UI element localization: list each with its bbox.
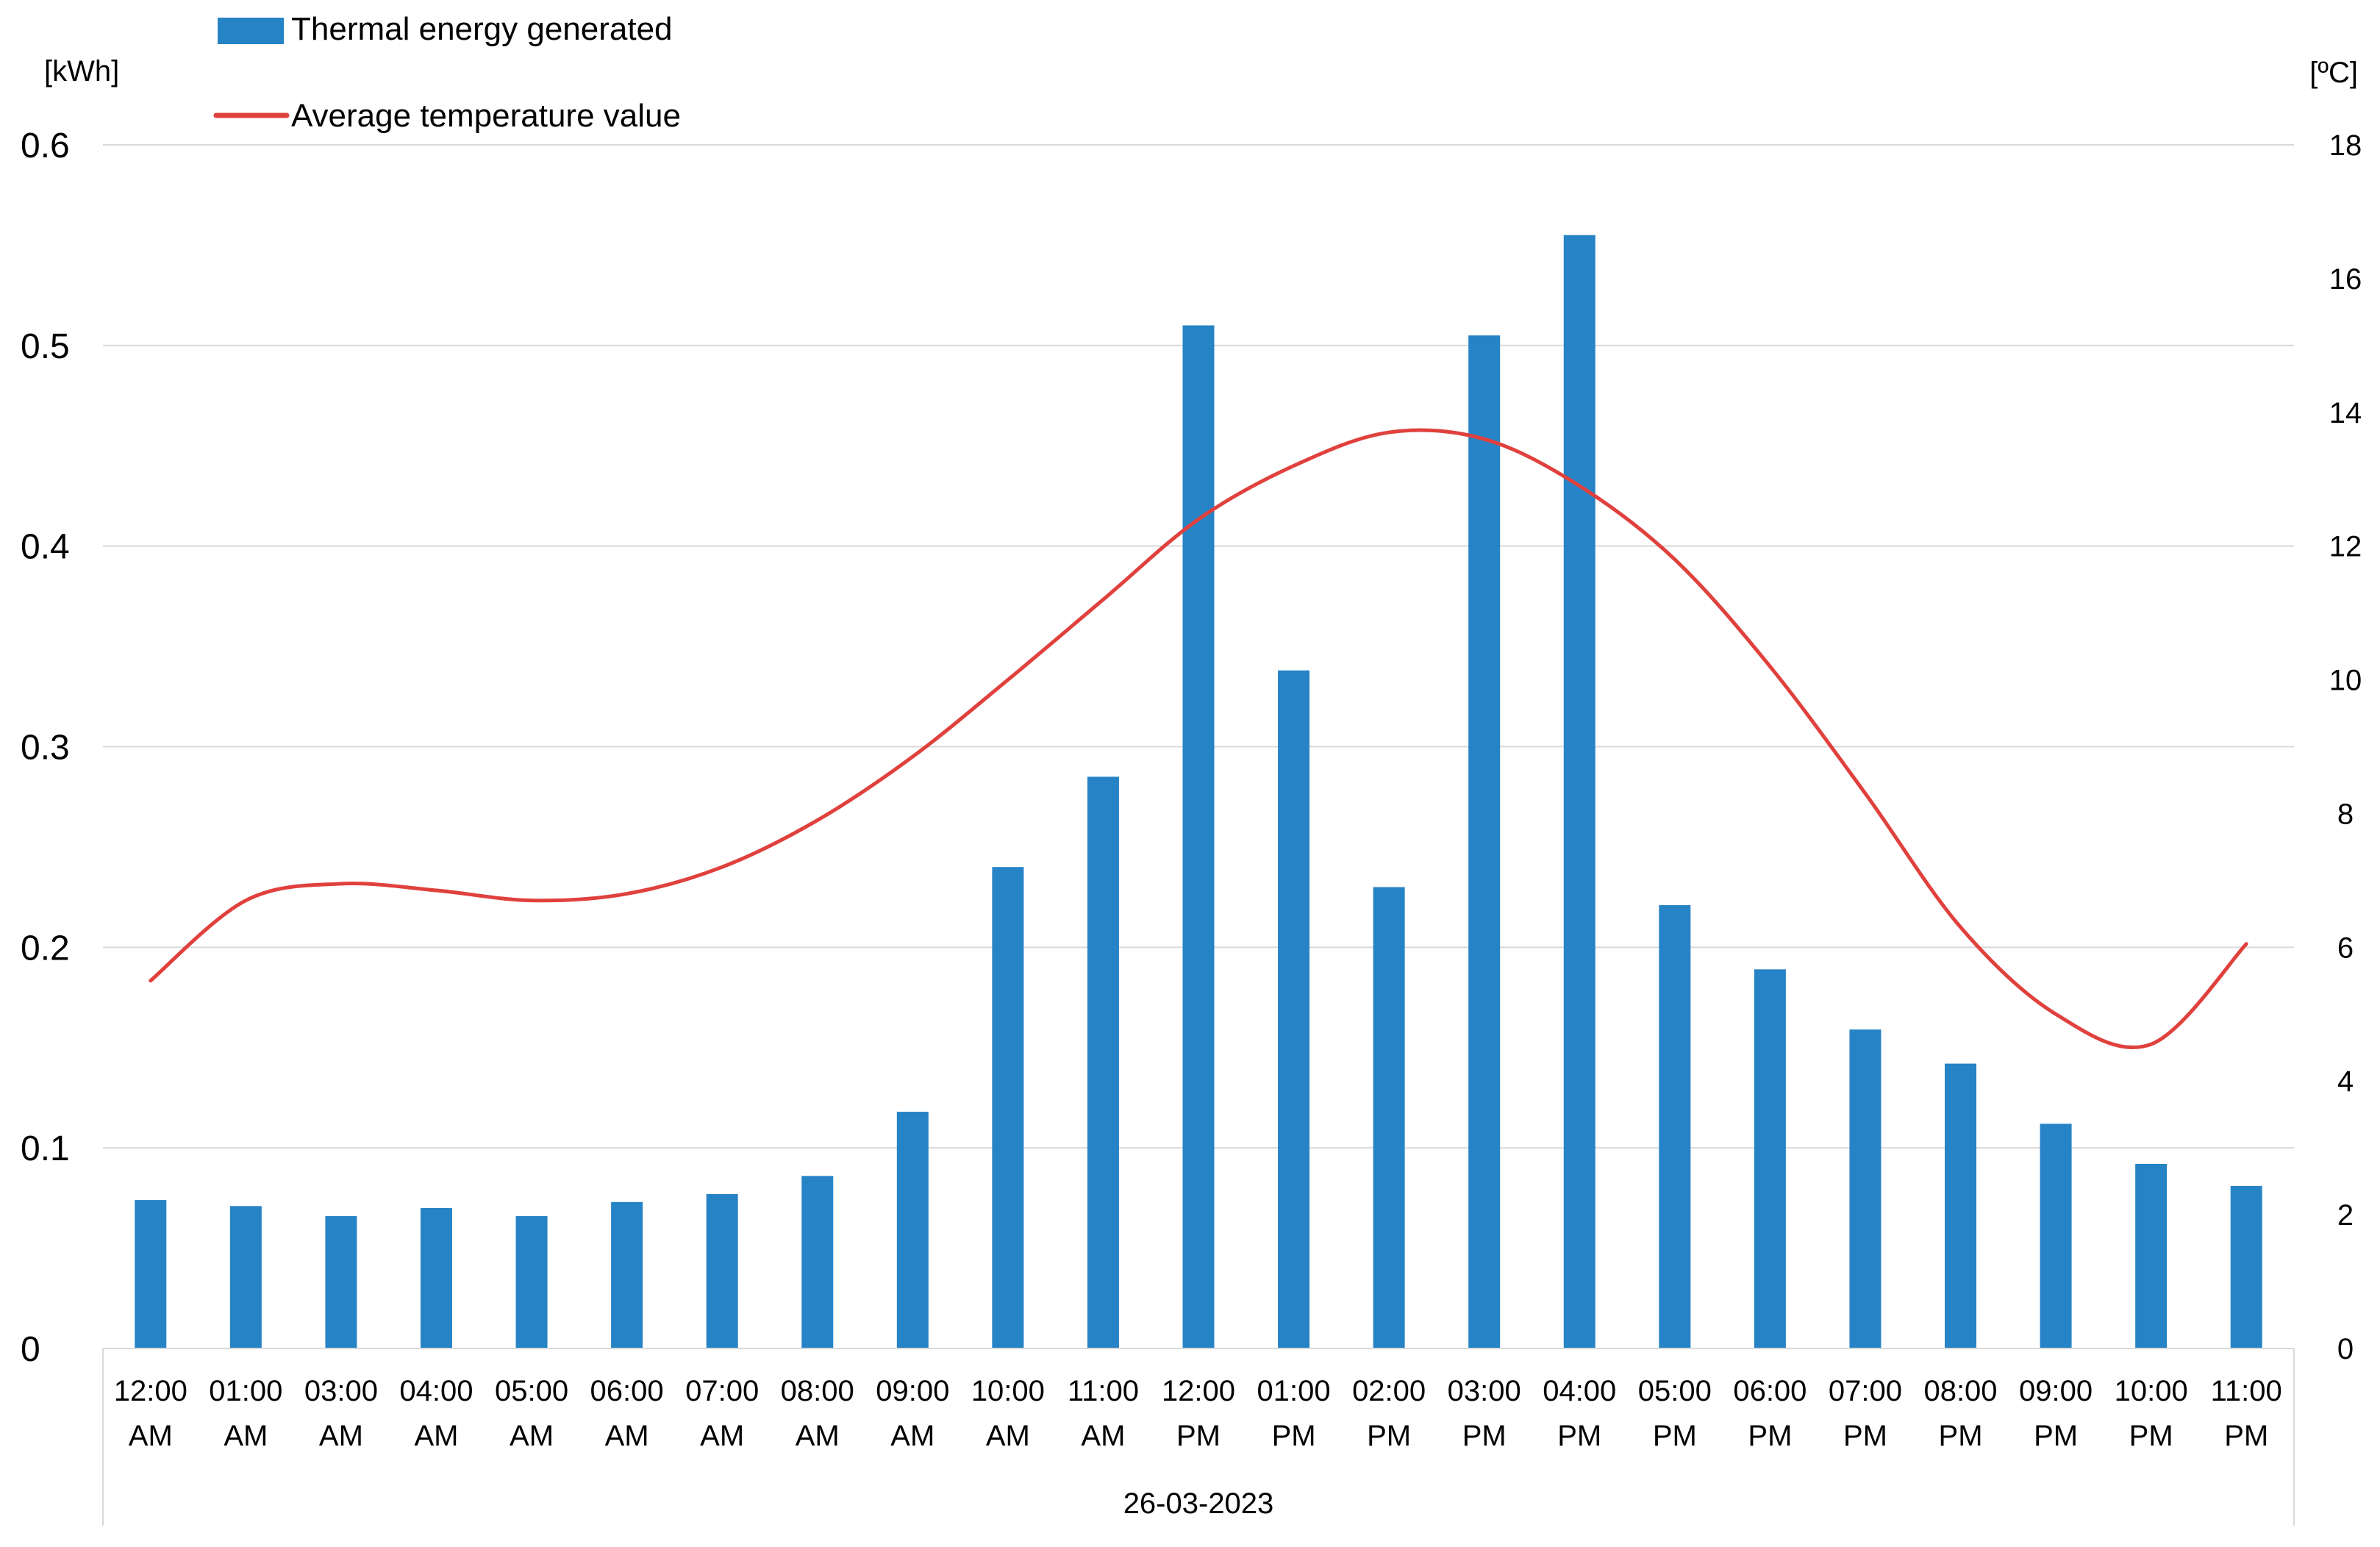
bar-14 (1468, 335, 1501, 1349)
category-period-label-19: PM (1939, 1420, 1983, 1452)
left-tick-label-6: 0.6 (21, 126, 70, 165)
category-time-label-20: 09:00 (2019, 1375, 2093, 1407)
category-time-label-13: 02:00 (1352, 1375, 1426, 1407)
category-period-label-8: AM (890, 1420, 935, 1452)
bar-21 (2135, 1163, 2168, 1348)
bar-0 (135, 1200, 167, 1348)
category-period-label-2: AM (319, 1420, 363, 1452)
legend-label-line: Average temperature value (291, 98, 681, 134)
bar-1 (229, 1206, 262, 1348)
category-time-label-16: 05:00 (1638, 1375, 1712, 1407)
category-time-label-19: 08:00 (1923, 1375, 1997, 1407)
left-tick-label-2: 0.2 (21, 929, 70, 968)
category-time-label-6: 07:00 (685, 1375, 759, 1407)
category-period-label-10: AM (1081, 1420, 1125, 1452)
bar-19 (1945, 1063, 1977, 1348)
left-axis-unit: [kWh] (44, 55, 119, 87)
bar-11 (1182, 325, 1215, 1348)
category-period-label-0: AM (129, 1420, 173, 1452)
bar-4 (515, 1215, 548, 1348)
right-tick-label-7: 14 (2329, 397, 2362, 429)
bar-5 (611, 1201, 643, 1348)
category-time-label-1: 01:00 (209, 1375, 282, 1407)
category-time-label-22: 11:00 (2211, 1375, 2282, 1407)
category-period-label-11: PM (1176, 1420, 1221, 1452)
category-period-label-5: AM (605, 1420, 649, 1452)
category-time-label-5: 06:00 (590, 1375, 664, 1407)
category-period-label-12: PM (1272, 1420, 1316, 1452)
category-time-label-10: 11:00 (1068, 1375, 1139, 1407)
right-tick-label-9: 18 (2329, 129, 2362, 162)
axes (102, 1348, 2295, 1526)
left-tick-label-1: 0.1 (21, 1129, 70, 1168)
right-tick-label-3: 6 (2337, 932, 2354, 964)
left-tick-label-3: 0.3 (21, 729, 70, 768)
category-period-label-22: PM (2224, 1420, 2268, 1452)
left-tick-label-0: 0 (21, 1330, 40, 1369)
bar-8 (896, 1112, 929, 1348)
category-time-label-2: 03:00 (304, 1375, 378, 1407)
legend: Thermal energy generated Average tempera… (213, 11, 681, 134)
category-time-label-21: 10:00 (2115, 1375, 2188, 1407)
category-period-label-1: AM (224, 1420, 268, 1452)
category-period-label-16: PM (1653, 1420, 1697, 1452)
left-tick-label-4: 0.4 (21, 528, 70, 567)
date-label: 26-03-2023 (1123, 1487, 1274, 1520)
category-time-label-14: 03:00 (1448, 1375, 1521, 1407)
legend-swatch-bar (218, 18, 284, 44)
right-tick-label-2: 4 (2337, 1065, 2354, 1098)
bar-15 (1563, 235, 1595, 1348)
right-tick-label-8: 16 (2329, 263, 2362, 296)
right-tick-label-1: 2 (2337, 1199, 2354, 1232)
bar-17 (1754, 969, 1786, 1348)
category-period-label-7: AM (796, 1420, 840, 1452)
bar-18 (1849, 1029, 1882, 1348)
category-period-label-21: PM (2129, 1420, 2173, 1452)
category-period-label-17: PM (1748, 1420, 1792, 1452)
bar-16 (1659, 905, 1691, 1348)
category-time-label-12: 01:00 (1257, 1375, 1331, 1407)
bar-series-thermal-energy (135, 235, 2262, 1349)
axis-labels: 0 0.1 0.2 0.3 0.4 0.5 0.6 0 2 4 6 8 10 12 14 16 18 12:00 A… (21, 126, 2362, 1452)
bar-20 (2040, 1123, 2072, 1348)
right-tick-label-0: 0 (2337, 1333, 2354, 1365)
category-time-label-11: 12:00 (1162, 1375, 1235, 1407)
category-time-label-9: 10:00 (971, 1375, 1045, 1407)
line-series-average-temperature (149, 428, 2248, 1049)
category-time-label-18: 07:00 (1829, 1375, 1902, 1407)
category-period-label-15: PM (1557, 1420, 1601, 1452)
right-axis-unit: [ºC] (2309, 57, 2358, 89)
bar-10 (1087, 776, 1119, 1348)
bar-13 (1373, 887, 1405, 1348)
category-time-label-7: 08:00 (781, 1375, 854, 1407)
bar-2 (325, 1215, 357, 1348)
category-time-label-0: 12:00 (114, 1375, 187, 1407)
category-time-label-3: 04:00 (399, 1375, 473, 1407)
bar-9 (992, 867, 1024, 1348)
right-tick-label-5: 10 (2329, 665, 2362, 697)
bar-6 (706, 1193, 738, 1348)
bar-3 (420, 1208, 452, 1348)
right-tick-label-6: 12 (2329, 531, 2362, 563)
category-time-label-15: 04:00 (1543, 1375, 1616, 1407)
bar-7 (801, 1176, 834, 1348)
right-tick-label-4: 8 (2337, 798, 2354, 830)
category-time-label-17: 06:00 (1733, 1375, 1807, 1407)
bar-12 (1278, 670, 1310, 1348)
category-time-label-4: 05:00 (495, 1375, 568, 1407)
category-period-label-3: AM (414, 1420, 458, 1452)
category-period-label-18: PM (1843, 1420, 1887, 1452)
category-period-label-9: AM (986, 1420, 1030, 1452)
category-period-label-14: PM (1462, 1420, 1507, 1452)
category-period-label-20: PM (2034, 1420, 2078, 1452)
category-period-label-13: PM (1367, 1420, 1411, 1452)
legend-label-bar: Thermal energy generated (291, 11, 673, 47)
bar-22 (2230, 1186, 2262, 1348)
temperature-line (149, 428, 2248, 1049)
category-period-label-6: AM (700, 1420, 744, 1452)
category-period-label-4: AM (510, 1420, 554, 1452)
category-time-label-8: 09:00 (876, 1375, 949, 1407)
left-tick-label-5: 0.5 (21, 327, 70, 366)
